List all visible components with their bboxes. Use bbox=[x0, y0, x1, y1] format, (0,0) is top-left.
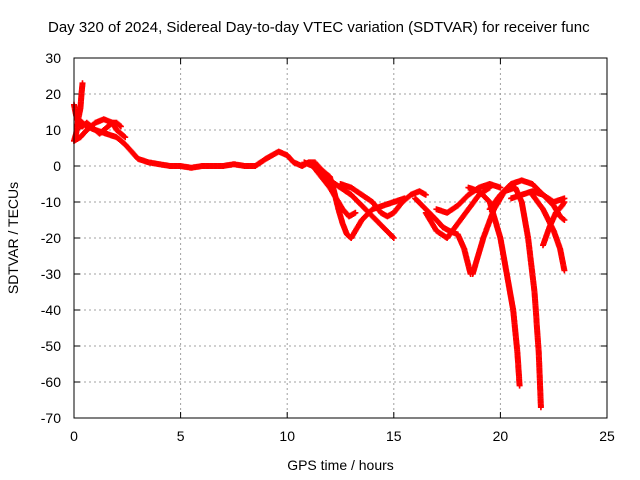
y-tick-label: 30 bbox=[45, 50, 61, 66]
data-point bbox=[401, 195, 408, 202]
x-tick-label: 15 bbox=[386, 428, 402, 444]
data-point bbox=[516, 382, 523, 389]
y-tick-label: -70 bbox=[41, 410, 61, 426]
series-arc-12 bbox=[465, 184, 523, 389]
data-point bbox=[390, 235, 397, 241]
data-point bbox=[121, 133, 128, 140]
series-arc-13 bbox=[469, 184, 544, 411]
x-tick-label: 20 bbox=[493, 428, 509, 444]
x-tick-label: 5 bbox=[177, 428, 185, 444]
x-tick-label: 0 bbox=[70, 428, 78, 444]
chart-title: Day 320 of 2024, Sidereal Day-to-day VTE… bbox=[48, 19, 590, 36]
series-arc-16 bbox=[529, 191, 568, 274]
y-tick-label: -10 bbox=[41, 194, 61, 210]
series-arc-4 bbox=[75, 116, 355, 241]
y-tick-label: 20 bbox=[45, 86, 61, 102]
series-arc-5 bbox=[301, 159, 359, 220]
data-point bbox=[537, 404, 544, 411]
series-arc-8 bbox=[348, 195, 408, 241]
data-point bbox=[117, 123, 124, 130]
data-point bbox=[561, 267, 568, 274]
series-arc-2 bbox=[71, 80, 86, 144]
y-tick-label: -30 bbox=[41, 266, 61, 282]
y-tick-label: -50 bbox=[41, 338, 61, 354]
y-tick-label: 0 bbox=[53, 158, 61, 174]
data-points bbox=[71, 80, 568, 411]
data-point bbox=[422, 191, 429, 198]
data-point bbox=[497, 184, 504, 191]
data-point bbox=[79, 80, 86, 87]
data-point bbox=[561, 199, 568, 205]
data-point bbox=[561, 217, 568, 223]
series-arc-17 bbox=[540, 199, 568, 249]
y-axis-label: SDTVAR / TECUs bbox=[5, 182, 21, 294]
data-point bbox=[122, 134, 129, 141]
x-tick-label: 10 bbox=[279, 428, 295, 444]
series-arc-6 bbox=[316, 170, 397, 241]
y-tick-label: -40 bbox=[41, 302, 61, 318]
y-tick-label: -60 bbox=[41, 374, 61, 390]
x-tick-label: 25 bbox=[599, 428, 615, 444]
x-tick-labels: 0 5 10 15 20 25 bbox=[70, 428, 615, 444]
x-axis-label: GPS time / hours bbox=[287, 457, 394, 473]
data-point bbox=[389, 234, 396, 240]
y-tick-label: -20 bbox=[41, 230, 61, 246]
series-arc-15 bbox=[508, 188, 568, 223]
data-point bbox=[352, 209, 359, 216]
y-tick-label: 10 bbox=[45, 122, 61, 138]
series-arc-10 bbox=[422, 184, 493, 241]
data-point bbox=[116, 122, 123, 129]
plot-frame bbox=[73, 57, 608, 419]
y-tick-labels: 30 20 10 0 -10 -20 -30 -40 -50 -60 -70 bbox=[41, 50, 61, 426]
data-point bbox=[560, 216, 567, 223]
